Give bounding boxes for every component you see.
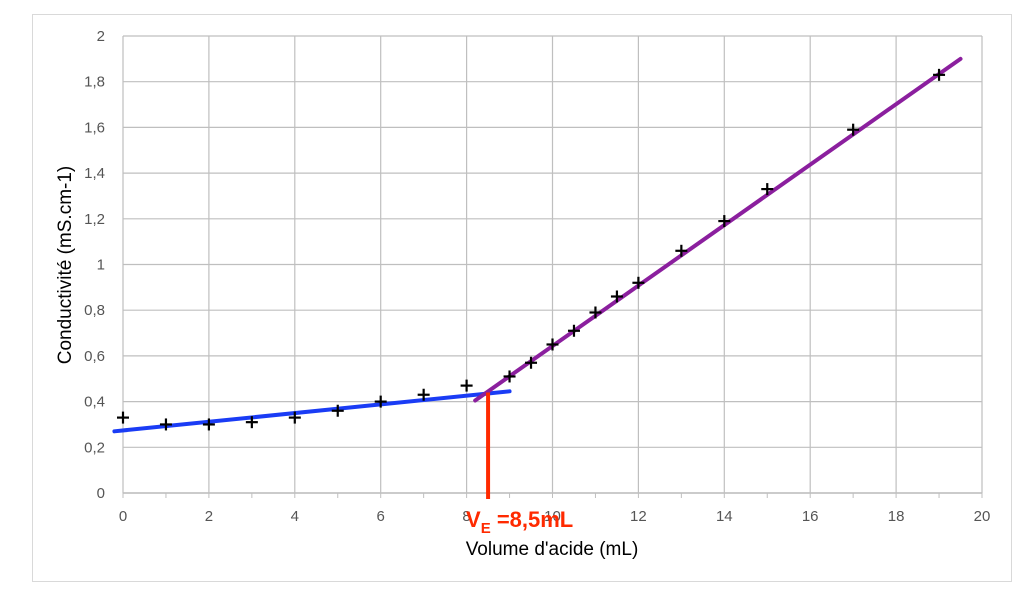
equivalence-marker: VE =8,5mL — [466, 392, 573, 537]
data-point — [288, 411, 301, 424]
x-tick-label: 12 — [630, 508, 647, 525]
y-tick-label: 0,8 — [84, 302, 105, 319]
data-point — [460, 379, 473, 392]
x-tick-label: 4 — [291, 508, 299, 525]
data-point — [417, 388, 430, 401]
data-points — [117, 68, 946, 431]
chart-frame — [32, 14, 1012, 582]
x-tick-label: 0 — [119, 508, 127, 525]
data-point — [675, 244, 688, 257]
data-point — [718, 215, 731, 228]
x-tick-label: 18 — [888, 508, 905, 525]
data-point — [632, 276, 645, 289]
equivalence-label-sub: E — [481, 520, 491, 537]
x-tick-labels: 0 2 4 6 8 10 12 14 16 18 20 — [119, 508, 991, 525]
data-point — [589, 306, 602, 319]
fit-line — [112, 389, 512, 434]
equivalence-label-value: =8,5mL — [491, 507, 574, 532]
y-tick-label: 0,6 — [84, 348, 105, 365]
y-tick-label: 0,4 — [84, 394, 105, 411]
y-tick-label: 1,4 — [84, 165, 105, 182]
data-point — [567, 324, 580, 337]
y-axis-label: Conductivité (mS.cm-1) — [55, 166, 76, 365]
data-point — [503, 370, 516, 383]
x-tick-label: 16 — [802, 508, 819, 525]
fit-line — [473, 56, 963, 403]
y-tick-label: 1,8 — [84, 74, 105, 91]
data-point — [202, 418, 215, 431]
data-point — [117, 411, 129, 424]
y-tick-label: 1,6 — [84, 119, 105, 136]
y-tick-label: 0,2 — [84, 439, 105, 456]
y-tick-label: 2 — [97, 28, 105, 45]
fit-lines — [112, 56, 963, 434]
y-tick-label: 1 — [97, 257, 105, 274]
y-tick-label: 1,2 — [84, 211, 105, 228]
x-tick-label: 14 — [716, 508, 733, 525]
x-tick-label: 2 — [205, 508, 213, 525]
data-point — [847, 123, 860, 136]
data-point — [546, 338, 559, 351]
x-tick-label: 10 — [544, 508, 561, 525]
gridlines — [122, 35, 983, 498]
y-tick-labels: 0 0,2 0,4 0,6 0,8 1 1,2 1,4 1,6 1,8 2 — [84, 28, 105, 502]
equivalence-label: VE =8,5mL — [466, 507, 573, 537]
y-tick-label: 0 — [97, 485, 105, 502]
data-point — [610, 290, 623, 303]
x-tick-label: 20 — [974, 508, 991, 525]
x-axis-label: Volume d'acide (mL) — [466, 539, 639, 560]
data-point — [525, 356, 538, 369]
data-point — [159, 418, 172, 431]
equivalence-label-v: V — [466, 507, 481, 532]
x-tick-label: 8 — [462, 508, 470, 525]
data-point — [331, 404, 344, 417]
data-point — [933, 68, 946, 81]
data-point — [761, 183, 774, 196]
x-tick-label: 6 — [377, 508, 385, 525]
data-point — [374, 395, 387, 408]
data-point — [245, 416, 258, 429]
